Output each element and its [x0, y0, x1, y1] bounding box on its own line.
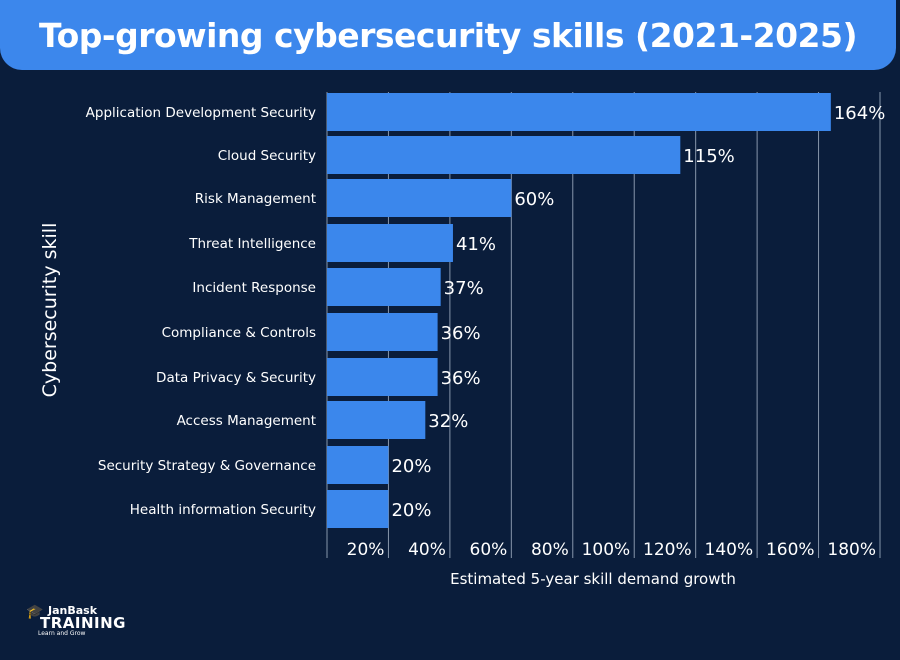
x-tick-label: 180% [827, 540, 876, 560]
x-tick-label: 160% [766, 540, 815, 560]
x-tick-label: 80% [531, 540, 569, 560]
data-label: 20% [391, 500, 431, 521]
x-tick-label: 140% [705, 540, 754, 560]
chart-title: Top-growing cybersecurity skills (2021-2… [38, 15, 858, 55]
bar [327, 224, 453, 262]
x-axis-label: Estimated 5-year skill demand growth [450, 570, 736, 588]
y-tick-label: Access Management [177, 413, 316, 429]
bar [327, 401, 426, 439]
x-tick-label: 40% [408, 540, 446, 560]
bar [327, 358, 438, 396]
data-label: 36% [441, 368, 481, 389]
bar [327, 446, 389, 484]
y-axis-label: Cybersecurity skill [39, 222, 61, 398]
data-label: 115% [683, 146, 734, 167]
bar [327, 268, 441, 306]
x-tick-label: 60% [470, 540, 508, 560]
bar [327, 490, 389, 528]
y-tick-label: Cloud Security [218, 148, 316, 164]
bar [327, 313, 438, 351]
data-label: 20% [391, 456, 431, 477]
y-tick-label: Compliance & Controls [162, 325, 316, 341]
janbask-logo: 🎓 JanBask TRAINING Learn and Grow [26, 604, 125, 638]
bar [327, 93, 831, 131]
y-tick-label: Health information Security [130, 502, 316, 518]
data-label: 41% [456, 234, 496, 255]
x-tick-label: 20% [347, 540, 385, 560]
logo-name: TRAINING [40, 614, 126, 632]
data-label: 164% [834, 103, 885, 124]
title-banner: Top-growing cybersecurity skills (2021-2… [0, 0, 896, 70]
y-tick-label: Incident Response [192, 280, 316, 296]
bar [327, 179, 512, 217]
data-label: 37% [444, 278, 484, 299]
bar [327, 136, 681, 174]
y-tick-label: Data Privacy & Security [156, 370, 316, 386]
y-tick-label: Threat Intelligence [188, 236, 316, 252]
y-tick-label: Security Strategy & Governance [98, 458, 316, 474]
x-tick-label: 100% [582, 540, 631, 560]
x-tick-label: 120% [643, 540, 692, 560]
graduation-cap-icon: 🎓 [26, 604, 44, 620]
data-label: 36% [441, 323, 481, 344]
y-tick-label: Application Development Security [86, 105, 316, 121]
data-label: 60% [514, 189, 554, 210]
logo-tagline: Learn and Grow [38, 630, 86, 637]
logo-brand: JanBask [48, 604, 98, 617]
data-label: 32% [428, 411, 468, 432]
y-tick-label: Risk Management [195, 191, 316, 207]
